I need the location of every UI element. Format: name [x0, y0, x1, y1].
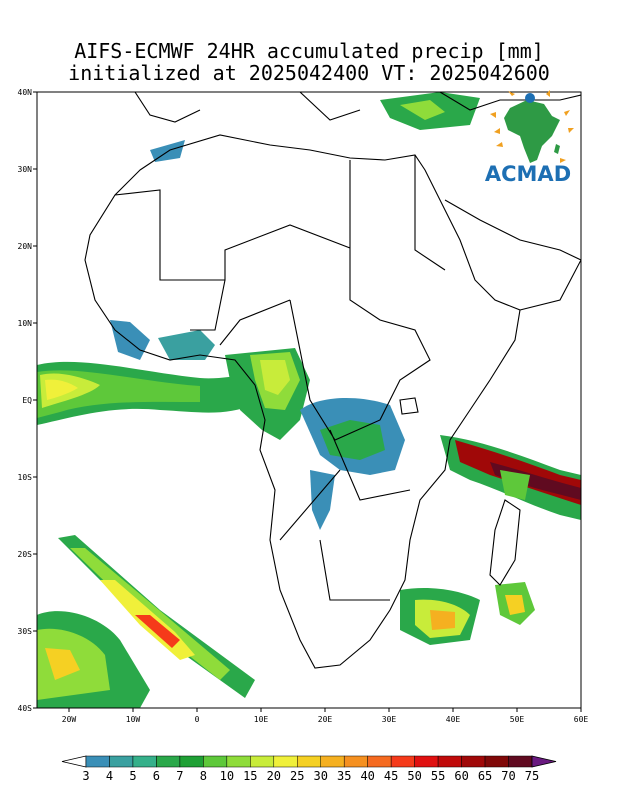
colorbar-label: 8	[200, 769, 207, 783]
colorbar-label: 5	[129, 769, 136, 783]
lon-tick-label: 20E	[318, 715, 333, 724]
colorbar-label: 70	[501, 769, 515, 783]
lon-tick-label: 0	[195, 715, 200, 724]
colorbar-swatch	[461, 755, 486, 768]
colorbar-label: 10	[220, 769, 234, 783]
lake-victoria	[399, 397, 419, 415]
longitude-axis: 20W 10W 0 10E 20E 30E 40E 50E 60E	[62, 708, 589, 724]
colorbar-label: 25	[290, 769, 304, 783]
colorbar-label: 40	[360, 769, 374, 783]
colorbar-swatch	[179, 755, 204, 768]
colorbar-swatch	[226, 755, 251, 768]
colorbar-label: 35	[337, 769, 351, 783]
lon-tick-label: 30E	[382, 715, 397, 724]
colorbar-swatch	[343, 755, 368, 768]
lon-tick-label: 10E	[254, 715, 269, 724]
colorbar-label: 45	[384, 769, 398, 783]
colorbar-swatch	[437, 755, 462, 768]
colorbar: 3 4 5 6 7 8 10 15 20 25 30 35 40 45 50 55 60 65 70 75	[61, 755, 557, 783]
lon-tick-label: 20W	[62, 715, 77, 724]
precip-fields	[37, 92, 581, 708]
colorbar-label: 75	[525, 769, 539, 783]
colorbar-label: 15	[243, 769, 257, 783]
arabia-coast	[444, 199, 581, 311]
colorbar-swatch	[156, 755, 181, 768]
colorbar-label: 4	[106, 769, 113, 783]
colorbar-swatch	[367, 755, 392, 768]
lon-tick-label: 60E	[574, 715, 589, 724]
colorbar-label: 55	[431, 769, 445, 783]
acmad-logo-text: ACMAD	[484, 162, 572, 186]
colorbar-swatch	[109, 755, 134, 768]
colorbar-label: 20	[267, 769, 281, 783]
colorbar-swatch	[414, 755, 439, 768]
colorbar-swatch	[132, 755, 157, 768]
colorbar-label: 60	[454, 769, 468, 783]
colorbar-swatch	[297, 755, 321, 768]
colorbar-label: 65	[478, 769, 492, 783]
colorbar-swatch	[390, 755, 415, 768]
lat-tick-label: 40S	[18, 704, 33, 713]
lat-tick-label: 30N	[18, 165, 33, 174]
lat-tick-label: 10S	[18, 473, 33, 482]
colorbar-label: 3	[82, 769, 89, 783]
lat-tick-label: 40N	[18, 88, 33, 97]
colorbar-swatch	[484, 755, 509, 768]
colorbar-over-arrow	[531, 755, 557, 768]
lat-tick-label: EQ	[22, 396, 32, 405]
colorbar-label: 30	[314, 769, 328, 783]
lat-tick-label: 20S	[18, 550, 33, 559]
latitude-axis: 40N 30N 20N 10N EQ 10S 20S 30S 40S	[18, 88, 37, 713]
lon-tick-label: 10W	[126, 715, 141, 724]
colorbar-swatch	[508, 755, 533, 768]
iberia-coast	[134, 92, 581, 123]
lat-tick-label: 20N	[18, 242, 33, 251]
africa-map-logo-icon	[482, 88, 578, 186]
colorbar-swatch	[203, 755, 228, 768]
lat-tick-label: 10N	[18, 319, 33, 328]
colorbar-swatch	[320, 755, 345, 768]
colorbar-under-arrow	[61, 755, 87, 768]
coastlines	[84, 92, 581, 669]
lon-tick-label: 50E	[510, 715, 525, 724]
colorbar-swatch	[250, 755, 275, 768]
colorbar-label: 7	[176, 769, 183, 783]
map-title-line-1: AIFS-ECMWF 24HR accumulated precip [mm]	[74, 39, 544, 63]
colorbar-swatch	[85, 755, 110, 768]
colorbar-label: 6	[153, 769, 160, 783]
border-lines	[114, 155, 446, 601]
colorbar-label: 50	[407, 769, 421, 783]
lat-tick-label: 30S	[18, 627, 33, 636]
colorbar-swatch	[273, 755, 298, 768]
madagascar	[489, 499, 521, 586]
map-title-line-2: initialized at 2025042400 VT: 2025042600	[68, 61, 550, 85]
lon-tick-label: 40E	[446, 715, 461, 724]
